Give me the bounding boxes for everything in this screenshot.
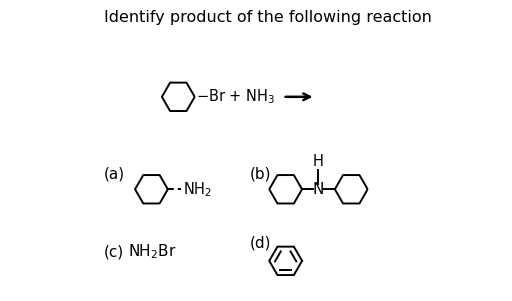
Text: $-$Br + NH$_3$: $-$Br + NH$_3$: [196, 88, 275, 106]
Text: H: H: [313, 154, 324, 169]
Text: N: N: [313, 182, 324, 197]
Text: (d): (d): [250, 235, 271, 250]
Text: (a): (a): [104, 167, 125, 182]
Text: NH$_2$: NH$_2$: [183, 180, 212, 199]
Text: Identify product of the following reaction: Identify product of the following reacti…: [104, 10, 432, 25]
Text: NH$_2$Br: NH$_2$Br: [127, 243, 176, 261]
Text: (c): (c): [104, 244, 124, 259]
Text: (b): (b): [250, 167, 271, 182]
